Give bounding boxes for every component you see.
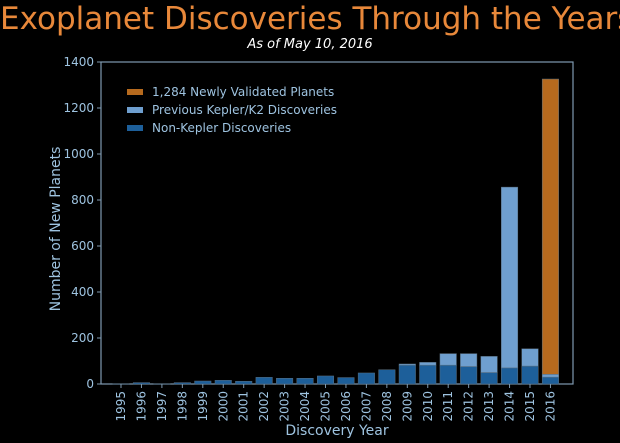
bars-group xyxy=(112,78,559,385)
x-tick-label: 2009 xyxy=(400,391,414,422)
y-tick-label: 1000 xyxy=(63,147,94,161)
bar-segment xyxy=(419,364,437,385)
bar-segment xyxy=(541,78,559,375)
bar-segment xyxy=(439,364,457,385)
legend-label: Non-Kepler Discoveries xyxy=(152,121,291,135)
x-tick-label: 2011 xyxy=(441,391,455,422)
x-tick-label: 2005 xyxy=(319,391,333,422)
y-tick-label: 800 xyxy=(71,193,94,207)
x-tick-label: 2015 xyxy=(523,391,537,422)
x-axis-label: Discovery Year xyxy=(285,423,389,439)
chart-subtitle: As of May 10, 2016 xyxy=(247,37,373,52)
bar-segment xyxy=(521,348,539,367)
y-tick-label: 200 xyxy=(71,331,94,345)
x-tick-label: 1999 xyxy=(196,391,210,422)
x-tick-label: 2001 xyxy=(237,391,251,422)
x-tick-label: 2007 xyxy=(359,391,373,422)
x-tick-label: 2004 xyxy=(298,391,312,422)
y-axis-label: Number of New Planets xyxy=(48,147,64,312)
legend-swatch xyxy=(127,107,143,113)
x-tick-label: 1998 xyxy=(175,391,189,422)
bar-segment xyxy=(337,377,355,385)
x-tick-label: 2006 xyxy=(339,391,353,422)
y-tick-label: 400 xyxy=(71,285,94,299)
legend-swatch xyxy=(127,125,143,131)
legend-label: Previous Kepler/K2 Discoveries xyxy=(152,103,337,117)
bar-segment xyxy=(296,378,314,385)
x-tick-label: 2008 xyxy=(380,391,394,422)
bar-segment xyxy=(357,372,375,385)
x-tick-label: 1997 xyxy=(155,391,169,422)
bar-segment xyxy=(132,382,150,385)
bar-segment xyxy=(378,369,396,385)
bar-segment xyxy=(480,356,498,373)
bar-segment xyxy=(460,353,478,367)
bar-segment xyxy=(541,374,559,378)
bar-segment xyxy=(235,380,253,385)
x-tick-label: 2010 xyxy=(421,391,435,422)
x-tick-label: 2012 xyxy=(462,391,476,422)
bar-segment xyxy=(521,365,539,385)
bar-segment xyxy=(255,377,273,385)
bar-segment xyxy=(501,367,519,385)
x-tick-label: 2002 xyxy=(257,391,271,422)
legend: 1,284 Newly Validated Planets Previous Ke… xyxy=(127,85,337,135)
legend-label: 1,284 Newly Validated Planets xyxy=(152,85,334,99)
bar-segment xyxy=(480,372,498,385)
bar-segment xyxy=(501,186,519,369)
x-tick-label: 2003 xyxy=(278,391,292,422)
bar-segment xyxy=(439,353,457,366)
bar-segment xyxy=(317,375,334,385)
y-axis: 0 200 400 600 800 1000 1200 1400 xyxy=(63,55,101,391)
bar-segment xyxy=(214,380,232,385)
y-tick-label: 1400 xyxy=(63,55,94,69)
bar-segment xyxy=(541,376,559,385)
x-tick-label: 2000 xyxy=(216,391,230,422)
bar-segment xyxy=(419,362,437,366)
plot-frame xyxy=(100,61,574,385)
bar-segment xyxy=(173,382,191,385)
x-tick-label: 2016 xyxy=(543,391,557,422)
bar-segment xyxy=(398,363,416,366)
bar-segment xyxy=(460,366,478,385)
bar-segment xyxy=(398,364,416,385)
y-tick-label: 0 xyxy=(86,377,94,391)
chart-title: Exoplanet Discoveries Through the Years xyxy=(0,1,620,37)
y-tick-label: 600 xyxy=(71,239,94,253)
x-tick-label: 1995 xyxy=(114,391,128,422)
bar-segment xyxy=(194,380,212,385)
legend-swatch xyxy=(127,89,143,95)
x-tick-label: 2014 xyxy=(503,391,517,422)
y-tick-label: 1200 xyxy=(63,101,94,115)
bar-segment xyxy=(276,378,294,385)
x-tick-label: 2013 xyxy=(482,391,496,422)
x-tick-label: 1996 xyxy=(134,391,148,422)
x-axis: 1995 1996 1997 1998 1999 2000 2001 2002 2003 2004… xyxy=(114,384,557,422)
